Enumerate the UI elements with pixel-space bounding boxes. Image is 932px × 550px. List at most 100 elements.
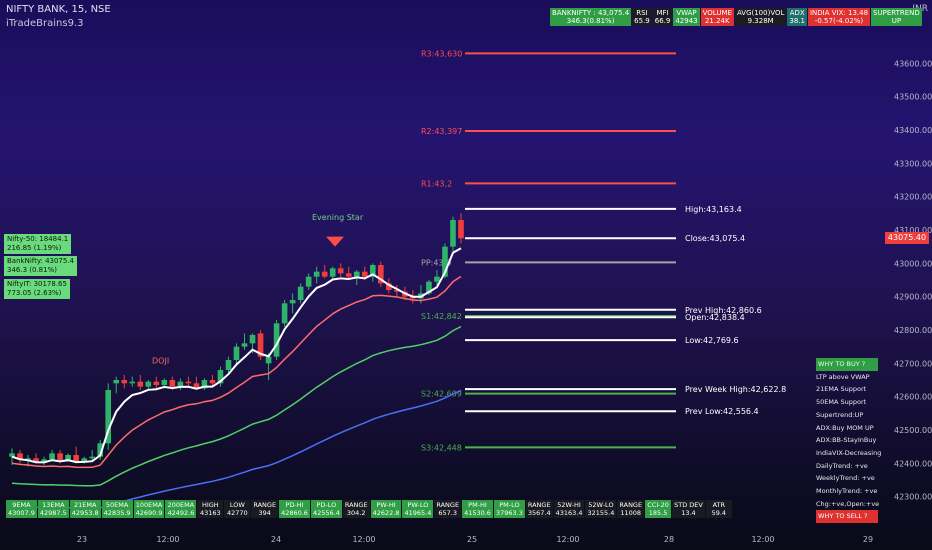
bottom-stat: PM-HI 41530.6: [462, 500, 493, 518]
stat-vwap: VWAP 42943: [673, 8, 700, 26]
candle-body: [177, 381, 184, 387]
candle-body: [49, 453, 55, 460]
candle-body: [89, 456, 95, 459]
signal-item: ADX:BB-StayInBuy: [816, 436, 877, 445]
top-stats-bar: BANKNIFTY : 43,075.4 346.3(0.81%) RSI 65.9…: [550, 8, 922, 26]
candle-body: [113, 380, 120, 384]
candle-body: [209, 380, 216, 384]
y-tick-label: 43100.00: [894, 226, 932, 235]
banknifty-box: BankNifty: 43075.4 346.3 (0.81%): [4, 256, 78, 276]
bottom-stat: PW-LO 41965.4: [402, 500, 434, 518]
candle-body: [193, 383, 200, 389]
candle-body: [57, 453, 63, 460]
signal-item: IndiaVIX-Decreasing: [816, 448, 882, 457]
signal-item: Chg:+ve,Open:+ve: [816, 499, 880, 508]
candle-body: [458, 220, 464, 239]
bottom-stat: 9EMA 43007.9: [6, 500, 37, 518]
ema-mid-line: [11, 275, 462, 469]
candle-body: [201, 380, 208, 389]
stat-banknifty: BANKNIFTY : 43,075.4 346.3(0.81%): [550, 8, 632, 26]
candle-body: [281, 303, 288, 324]
signal-item: ADX:Buy MOM UP: [816, 423, 874, 432]
candle-body: [345, 273, 352, 277]
bottom-stat: CCI-20 185.5: [645, 500, 672, 518]
last-price-tag: 43075.40: [885, 232, 929, 245]
stat-mfi: MFI 66.9: [652, 8, 673, 26]
price-level-label: Close:43,075.4: [685, 234, 745, 243]
candle-body: [185, 381, 192, 384]
candle-body: [273, 323, 280, 357]
candle-body: [41, 459, 47, 462]
evening-star-label: Evening Star: [312, 213, 364, 222]
doji-label: DOJI: [152, 356, 169, 365]
y-tick-label: 43000.00: [894, 259, 932, 268]
signal-list: WHY TO BUY ? LTP above VWAP 21EMA Support 5…: [816, 358, 882, 524]
candle-body: [434, 276, 440, 282]
candle-body: [337, 268, 344, 274]
candle-body: [217, 370, 224, 384]
candle-body: [426, 281, 432, 294]
ema-long-line: [11, 389, 462, 509]
candle-body: [313, 271, 320, 277]
bottom-stat: RANGE 3567.4: [525, 500, 553, 518]
pivot-level-label: R1:43,2: [421, 179, 452, 188]
signal-item: DailyTrend: +ve: [816, 461, 868, 470]
nifty50-box: Nifty-50: 18484.1 216.85 (1.19%): [4, 234, 72, 254]
pivot-level-label: S1:42,842: [421, 312, 462, 321]
bottom-stat: 21EMA 42953.8: [69, 500, 101, 518]
price-level-label: Prev Low:42,556.4: [685, 407, 759, 416]
candle-body: [386, 283, 392, 290]
bottom-stat: 100EMA 42690.9: [133, 500, 165, 518]
candle-body: [17, 453, 23, 460]
x-tick-label: 23: [76, 535, 88, 544]
bottom-stat: RANGE 304.2: [342, 500, 370, 518]
bottom-stat: STD DEV 13.4: [672, 500, 705, 518]
bottom-stats-bar: 9EMA 43007.9 13EMA 42987.5 21EMA 42953.8 50EMA…: [6, 500, 732, 518]
bottom-stat: PW-HI 42622.8: [370, 500, 402, 518]
candle-body: [33, 458, 39, 462]
candle-body: [321, 271, 328, 277]
candle-body: [394, 290, 400, 292]
x-tick-label: 24: [270, 535, 282, 544]
ema-slow-line: [11, 325, 462, 487]
candle-body: [233, 346, 240, 360]
x-tick-label: 12:00: [156, 535, 180, 544]
candle-body: [97, 443, 104, 457]
pivot-level-label: S2:42,609: [421, 390, 462, 399]
price-level-label: Prev Week High:42,622.8: [685, 385, 786, 394]
candle-body: [378, 265, 384, 284]
signal-item: LTP above VWAP: [816, 372, 870, 381]
candle-body: [305, 276, 312, 287]
x-tick-label: 25: [466, 535, 478, 544]
candle-body: [25, 458, 31, 460]
bottom-stat: LOW 42770: [224, 500, 251, 518]
candle-body: [241, 343, 248, 347]
candle-body: [297, 286, 304, 300]
bottom-stat: 50EMA 42835.9: [101, 500, 133, 518]
candle-body: [265, 356, 272, 364]
signal-item: Supertrend:UP: [816, 410, 864, 419]
signal-item: 21EMA Support: [816, 385, 867, 394]
pivot-level-label: PP:43,0: [421, 258, 451, 267]
candle-body: [81, 458, 87, 462]
y-tick-label: 42900.00: [894, 293, 932, 302]
x-tick-label: 28: [663, 535, 675, 544]
niftyit-box: NiftyIT: 30178.65 773.05 (2.63%): [4, 279, 70, 299]
candle-body: [137, 381, 144, 387]
x-tick-label: 12:00: [556, 535, 580, 544]
candle-body: [289, 300, 296, 304]
stat-rsi: RSI 65.9: [632, 8, 652, 26]
y-tick-label: 42300.00: [894, 493, 932, 502]
stat-supertrend: SUPERTREND UP: [871, 8, 922, 26]
pivot-level-label: R2:43,397: [421, 127, 462, 136]
candle-body: [145, 381, 152, 387]
candle-body: [9, 453, 15, 457]
stat-india-vix: INDIA VIX: 13.48 -0.57(-4.02%): [807, 8, 871, 26]
signal-item: MonthlyTrend: +ve: [816, 487, 878, 496]
candle-body: [73, 455, 79, 462]
pivot-level-label: R3:43,630: [421, 49, 462, 58]
candle-body: [121, 380, 128, 384]
y-tick-label: 43500.00: [894, 93, 932, 102]
